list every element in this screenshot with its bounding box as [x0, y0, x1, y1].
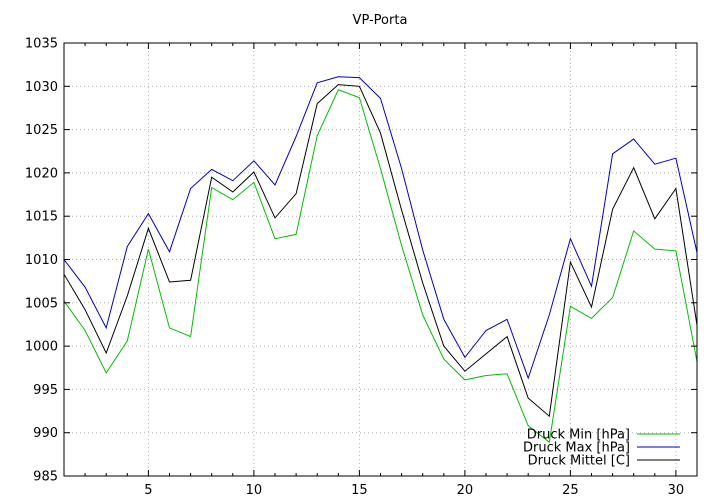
grid	[64, 43, 697, 476]
x-tick-label: 10	[246, 483, 263, 498]
legend-label-druck-mittel-c: Druck Mittel [C]	[528, 454, 630, 469]
y-tick-label: 1025	[25, 123, 58, 138]
y-tick-label: 1005	[25, 296, 58, 311]
x-tick-label: 15	[351, 483, 368, 498]
y-tick-label: 1020	[25, 166, 58, 181]
y-tick-label: 1010	[25, 253, 58, 268]
y-tick-label: 1000	[25, 340, 58, 355]
x-tick-label: 30	[668, 483, 685, 498]
series-line-druck-max-hpa	[64, 76, 697, 380]
y-tick-label: 995	[33, 383, 58, 398]
chart-title: VP-Porta	[353, 13, 408, 28]
x-tick-label: 5	[144, 483, 152, 498]
y-tick-label: 990	[33, 426, 58, 441]
series-line-druck-min-hpa	[64, 89, 697, 444]
series-layer	[64, 76, 697, 444]
series-line-druck-mittel-c	[64, 84, 697, 418]
axis-ticks: 9859909951000100510101015102010251030103…	[25, 37, 698, 498]
legend-label-druck-max-hpa: Druck Max [hPa]	[523, 441, 630, 456]
legend: Druck Min [hPa]Druck Max [hPa]Druck Mitt…	[523, 428, 680, 469]
y-tick-label: 1030	[25, 80, 58, 95]
x-tick-label: 20	[457, 483, 474, 498]
legend-label-druck-min-hpa: Druck Min [hPa]	[527, 428, 630, 443]
y-tick-label: 985	[33, 470, 58, 485]
x-tick-label: 25	[562, 483, 579, 498]
y-tick-label: 1015	[25, 210, 58, 225]
y-tick-label: 1035	[25, 37, 58, 52]
